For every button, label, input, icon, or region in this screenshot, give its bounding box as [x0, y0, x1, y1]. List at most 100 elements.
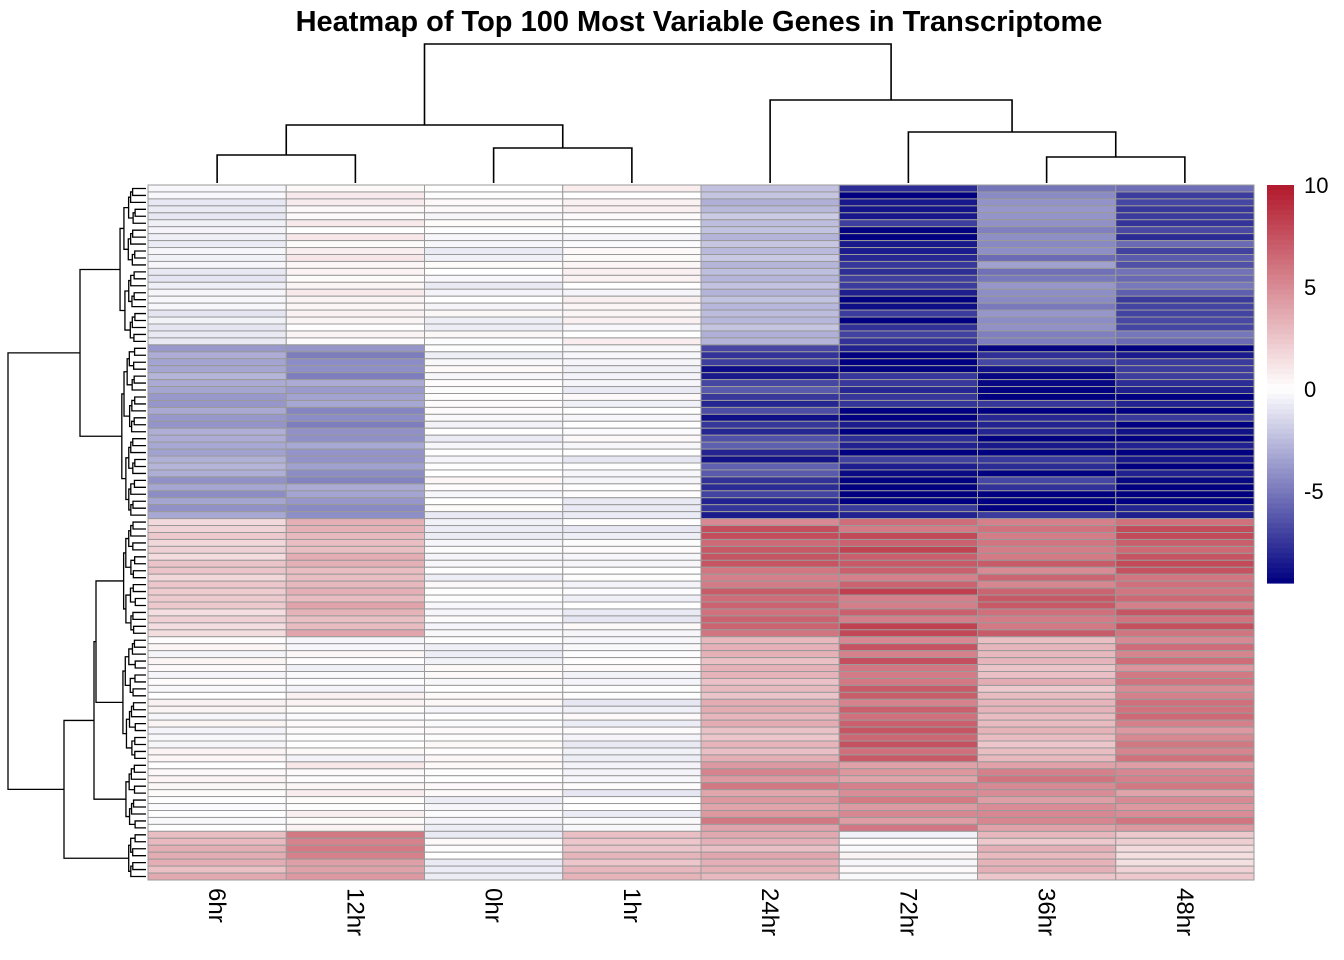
heatmap-cell: [424, 184, 564, 193]
heatmap-cell: [147, 775, 287, 784]
heatmap-cell: [1115, 219, 1255, 228]
heatmap-cell: [147, 406, 287, 415]
heatmap-cell: [838, 525, 978, 533]
heatmap-cell: [700, 372, 840, 381]
heatmap-cell: [977, 511, 1117, 520]
heatmap-cell: [285, 247, 425, 256]
heatmap-cell: [285, 636, 425, 645]
heatmap-cell: [562, 184, 702, 193]
legend-swatch: [1267, 448, 1294, 455]
heatmap-cell: [977, 587, 1117, 596]
heatmap-cell: [147, 288, 287, 297]
heatmap-cell: [562, 636, 702, 645]
heatmap-cell: [977, 247, 1117, 256]
legend-swatch: [1267, 568, 1294, 574]
heatmap-cell: [147, 226, 287, 235]
heatmap-cell: [562, 740, 702, 749]
heatmap-cell: [147, 803, 287, 811]
heatmap-cell: [700, 622, 840, 631]
heatmap-cell: [700, 733, 840, 742]
dendrogram-branch: [133, 417, 146, 426]
heatmap-cell: [1115, 726, 1255, 735]
heatmap-cell: [977, 684, 1117, 693]
heatmap-cell: [700, 601, 840, 610]
heatmap-cell: [562, 476, 702, 485]
heatmap-cell: [285, 643, 425, 652]
heatmap-cell: [285, 337, 425, 346]
dendrogram-branch: [132, 688, 146, 697]
legend-tick-label: 0: [1304, 377, 1316, 402]
heatmap-cell: [1115, 803, 1255, 811]
heatmap-cell: [147, 837, 287, 846]
heatmap-cell: [700, 872, 840, 881]
heatmap-cell: [1115, 594, 1255, 603]
heatmap-cell: [977, 274, 1117, 283]
heatmap-cell: [562, 358, 702, 367]
legend-swatch: [1267, 548, 1294, 554]
heatmap-cell: [562, 483, 702, 492]
heatmap-cell: [1115, 671, 1255, 679]
heatmap-cell: [285, 358, 425, 367]
heatmap-cell: [147, 719, 287, 728]
heatmap-cell: [424, 712, 564, 721]
heatmap-cell: [1115, 191, 1255, 200]
heatmap-cell: [424, 358, 564, 367]
heatmap-cell: [147, 858, 287, 867]
heatmap-cell: [838, 309, 978, 318]
heatmap-cell: [562, 247, 702, 256]
legend-swatch: [1267, 478, 1294, 485]
heatmap-cell: [1115, 302, 1255, 311]
heatmap-cell: [700, 351, 840, 360]
heatmap-cell: [147, 629, 287, 638]
legend-swatch: [1267, 458, 1294, 465]
heatmap-cell: [147, 386, 287, 394]
legend-swatch: [1267, 369, 1294, 375]
column-labels: 6hr 12hr 0hr 1hr 24hr 72hr 36hr 48hr: [203, 888, 1198, 936]
heatmap-cell: [562, 865, 702, 874]
heatmap-cell: [700, 705, 840, 714]
heatmap-cell: [147, 212, 287, 221]
heatmap-cell: [838, 601, 978, 610]
heatmap-cell: [562, 830, 702, 839]
heatmap-cell: [1115, 823, 1255, 832]
dendrogram-branch: [127, 238, 133, 261]
legend-swatch: [1267, 384, 1294, 390]
heatmap-cell: [424, 566, 564, 575]
heatmap-cell: [700, 810, 840, 818]
heatmap-cell: [1115, 615, 1255, 624]
heatmap-cell: [562, 671, 702, 679]
heatmap-cell: [424, 726, 564, 735]
heatmap-cell: [838, 254, 978, 262]
heatmap-cell: [424, 740, 564, 749]
legend-swatch: [1267, 224, 1294, 231]
heatmap-cell: [700, 816, 840, 825]
heatmap-cell: [838, 754, 978, 763]
heatmap-cell: [285, 538, 425, 547]
heatmap-cell: [977, 462, 1117, 471]
heatmap-cell: [424, 789, 564, 798]
heatmap-cell: [700, 413, 840, 422]
legend-swatch: [1267, 264, 1294, 271]
heatmap-cell: [700, 671, 840, 679]
heatmap-cell: [977, 594, 1117, 603]
heatmap-cell: [147, 399, 287, 408]
heatmap-cell: [424, 455, 564, 464]
dendrogram-branch: [119, 227, 125, 312]
heatmap-cell: [838, 219, 978, 228]
dendrogram-branch: [133, 764, 146, 773]
heatmap-cell: [977, 733, 1117, 742]
heatmap-cell: [285, 490, 425, 499]
heatmap-cell: [147, 441, 287, 450]
heatmap-cell: [1115, 601, 1255, 610]
heatmap-cell: [1115, 733, 1255, 742]
legend-swatch: [1267, 254, 1294, 261]
legend-swatch: [1267, 324, 1294, 330]
dendrogram-branch: [95, 580, 124, 703]
heatmap-cell: [424, 288, 564, 297]
dendrogram-branch: [133, 785, 146, 794]
heatmap-cell: [285, 566, 425, 575]
legend-swatch: [1267, 433, 1294, 440]
heatmap-cell: [424, 545, 564, 554]
heatmap-cell: [147, 671, 287, 679]
heatmap-cell: [1115, 497, 1255, 506]
